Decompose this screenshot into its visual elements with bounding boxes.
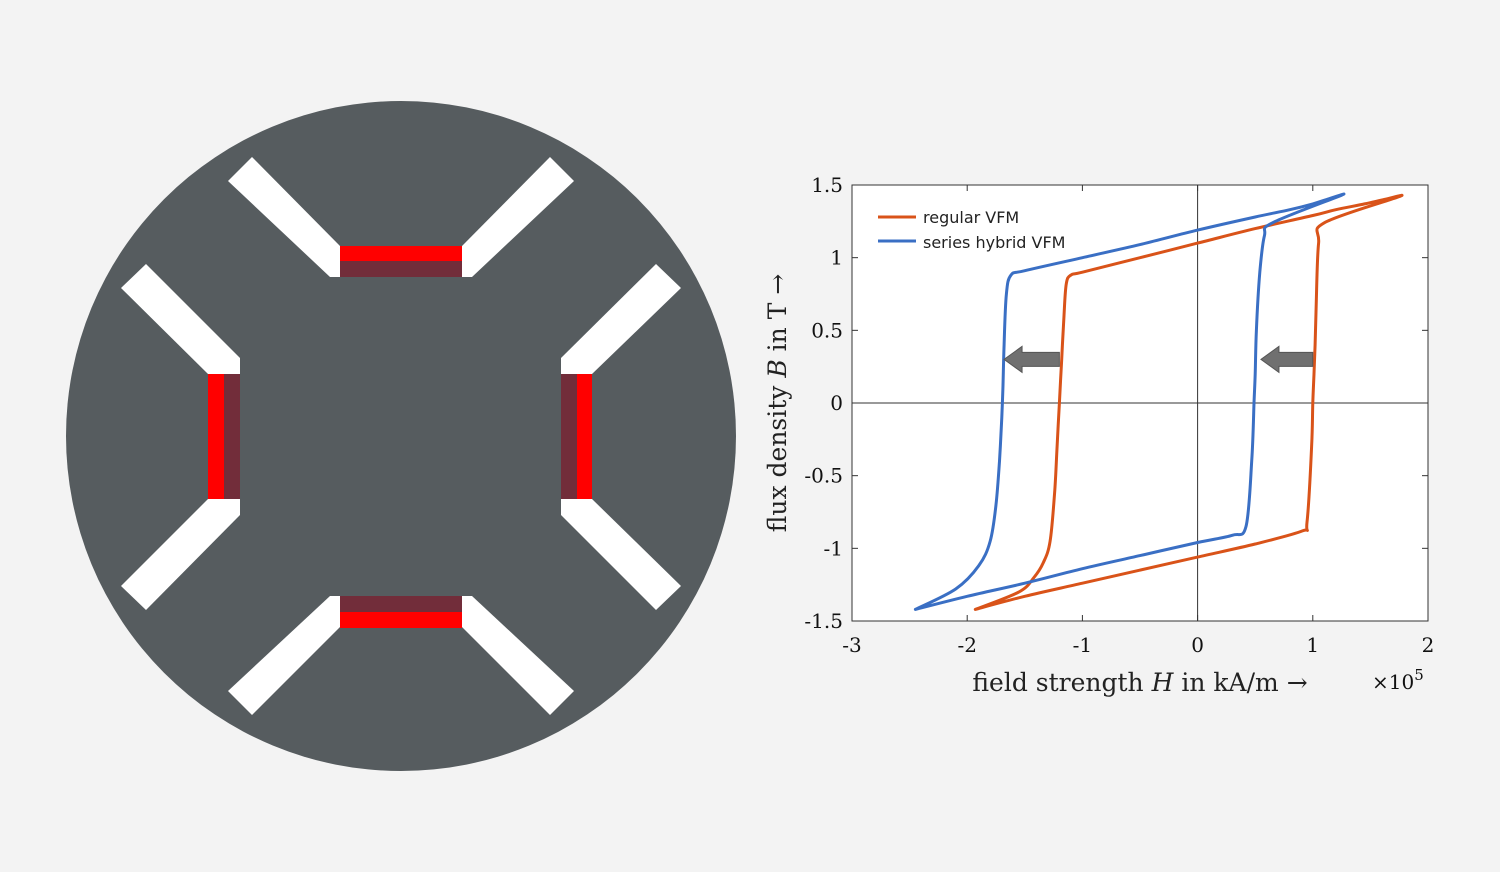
rotor-cross-section xyxy=(66,101,736,771)
y-axis-label: flux density B in T → xyxy=(763,274,792,533)
axes-zero-lines xyxy=(852,185,1428,621)
x-tick-label: -2 xyxy=(957,633,976,657)
y-tick-label: 0 xyxy=(830,391,843,415)
pole-bottom xyxy=(228,596,574,715)
magnet-top-dark xyxy=(340,261,462,277)
legend-label-regular: regular VFM xyxy=(923,208,1019,227)
flux-barrier-top-right xyxy=(462,157,574,277)
x-tick-label: 1 xyxy=(1306,633,1319,657)
shift-arrow-left xyxy=(1260,345,1314,374)
magnet-right-bright xyxy=(577,374,592,499)
x-axis-multiplier: ×105 xyxy=(1372,666,1424,694)
magnet-bottom-dark xyxy=(340,596,462,612)
shift-arrow-left xyxy=(1003,345,1060,374)
hysteresis-curves xyxy=(913,192,1404,611)
y-tick-label: -1 xyxy=(824,536,843,560)
pole-left xyxy=(121,264,240,610)
magnet-bottom-bright xyxy=(340,612,462,628)
shift-arrows xyxy=(1003,345,1314,374)
magnet-right-dark xyxy=(561,374,577,499)
y-tick-label: 0.5 xyxy=(811,318,843,342)
magnet-left-dark xyxy=(224,374,240,499)
x-tick-label: 2 xyxy=(1422,633,1435,657)
axis-tick-labels: -3 -2 -1 0 1 2 1.5 1 0.5 0 -0.5 -1 -1.5 xyxy=(804,173,1434,657)
legend: regular VFM series hybrid VFM xyxy=(878,208,1065,252)
x-axis-label: field strength H in kA/m → xyxy=(972,668,1307,697)
bh-chart: -3 -2 -1 0 1 2 1.5 1 0.5 0 -0.5 -1 -1.5 regular VFM … xyxy=(763,173,1434,697)
flux-barrier-right-top xyxy=(561,264,681,374)
y-tick-label: -0.5 xyxy=(804,464,843,488)
flux-barrier-right-bottom xyxy=(561,499,681,610)
pole-right xyxy=(561,264,681,610)
x-tick-label: -3 xyxy=(842,633,861,657)
flux-barrier-bottom-left xyxy=(228,596,340,715)
curve-series-hybrid-vfm xyxy=(913,192,1346,611)
x-tick-label: 0 xyxy=(1191,633,1204,657)
flux-barrier-top-left xyxy=(228,157,340,277)
flux-barrier-bottom-right xyxy=(462,596,574,715)
legend-label-hybrid: series hybrid VFM xyxy=(923,233,1065,252)
axis-ticks xyxy=(851,184,1429,622)
y-tick-label: 1 xyxy=(830,246,843,270)
y-tick-label: -1.5 xyxy=(804,609,843,633)
flux-barrier-left-bottom xyxy=(121,499,240,610)
magnet-left-bright xyxy=(208,374,224,499)
curve-regular-vfm xyxy=(973,193,1404,611)
y-tick-label: 1.5 xyxy=(811,173,843,197)
pole-top xyxy=(228,157,574,277)
rotor-disc xyxy=(66,101,736,771)
magnet-top-bright xyxy=(340,246,462,261)
x-tick-label: -1 xyxy=(1073,633,1092,657)
flux-barrier-left-top xyxy=(121,264,240,374)
